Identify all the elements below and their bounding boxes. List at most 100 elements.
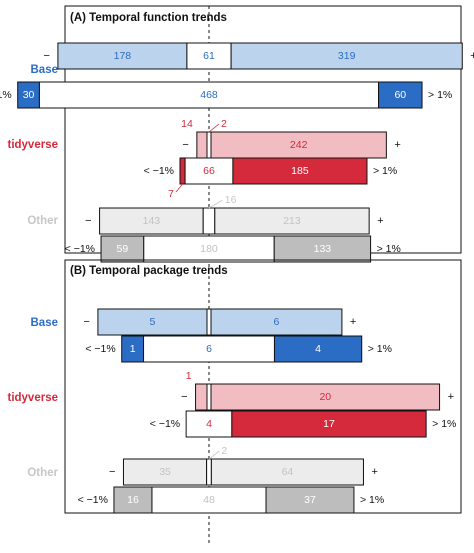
value-middle: 4 (206, 418, 212, 430)
sign-minus: − (181, 391, 187, 403)
bar-plus (210, 458, 364, 486)
sign-high: > 1% (368, 343, 392, 355)
bar-plus (210, 383, 441, 411)
bar-neutral (206, 308, 212, 336)
value-high: 37 (304, 494, 316, 506)
bar-minus (122, 458, 208, 486)
value-minus: 5 (150, 316, 156, 328)
value-neutral: 2 (221, 445, 227, 457)
bar-minus (97, 308, 208, 336)
bar-middle (184, 157, 234, 185)
bar-low (100, 235, 145, 263)
sign-high: > 1% (360, 494, 384, 506)
bar-high (273, 235, 372, 263)
value-low: 59 (117, 243, 129, 255)
bar-neutral (202, 207, 216, 235)
value-low: 16 (127, 494, 139, 506)
value-low: 1 (130, 343, 136, 355)
bar-high (265, 486, 355, 514)
sign-plus: + (371, 466, 377, 478)
sign-high: > 1% (377, 243, 401, 255)
sign-plus: + (394, 139, 400, 151)
bar-plus (230, 42, 463, 70)
sign-low: < −1% (65, 243, 95, 255)
value-middle: 66 (203, 165, 215, 177)
value-plus: 64 (282, 466, 294, 478)
sign-plus: + (377, 215, 383, 227)
sign-high: > 1% (432, 418, 456, 430)
value-plus: 319 (338, 50, 356, 62)
sign-low: < −1% (150, 418, 180, 430)
panel-title: (A) Temporal function trends (70, 12, 227, 24)
value-plus: 213 (283, 215, 301, 227)
value-plus: 242 (290, 139, 308, 151)
value-minus: 1 (186, 370, 192, 382)
bar-minus (57, 42, 188, 70)
bar-minus (99, 207, 204, 235)
value-plus: 20 (319, 391, 331, 403)
leader-line (208, 199, 223, 209)
panel-title: (B) Temporal package trends (70, 265, 228, 277)
sign-minus: − (83, 316, 89, 328)
value-neutral: 61 (203, 50, 215, 62)
value-low: 7 (168, 188, 174, 200)
sign-low: < −1% (78, 494, 108, 506)
bar-plus (210, 308, 343, 336)
bar-middle (185, 410, 233, 438)
sign-plus: + (350, 316, 356, 328)
value-middle: 48 (203, 494, 215, 506)
value-minus: 35 (159, 466, 171, 478)
leader-line (208, 123, 220, 133)
bar-minus (195, 383, 208, 411)
value-minus: 14 (181, 118, 193, 130)
bar-high (231, 410, 427, 438)
bar-middle (38, 81, 380, 109)
bar-neutral (206, 383, 212, 411)
leader-line (208, 450, 220, 460)
bar-neutral (206, 458, 212, 486)
sign-plus: + (448, 391, 454, 403)
sign-low: < −1% (85, 343, 115, 355)
sign-low: < −1% (144, 165, 174, 177)
sign-minus: − (109, 466, 115, 478)
bar-middle (143, 335, 275, 363)
bar-low (113, 486, 153, 514)
value-low: 30 (23, 89, 35, 101)
sign-minus: − (85, 215, 91, 227)
bar-middle (143, 235, 275, 263)
group-label-base: Base (31, 64, 59, 76)
group-label-tidyverse: tidyverse (7, 392, 58, 404)
bar-plus (214, 207, 370, 235)
sign-high: > 1% (373, 165, 397, 177)
bar-neutral (206, 131, 212, 159)
value-high: 133 (314, 243, 332, 255)
value-middle: 180 (200, 243, 218, 255)
value-minus: 178 (114, 50, 132, 62)
bar-low (179, 157, 186, 185)
value-middle: 6 (206, 343, 212, 355)
bar-neutral (186, 42, 232, 70)
group-label-base: Base (31, 317, 59, 329)
sign-low: < −1% (0, 89, 12, 101)
group-label-other: Other (27, 215, 58, 227)
value-neutral: 2 (221, 118, 227, 130)
value-minus: 143 (143, 215, 161, 227)
value-plus: 6 (274, 316, 280, 328)
group-label-tidyverse: tidyverse (7, 139, 58, 151)
value-high: 17 (323, 418, 335, 430)
value-high: 4 (315, 343, 321, 355)
value-middle: 468 (200, 89, 218, 101)
sign-minus: − (182, 139, 188, 151)
sign-minus: − (43, 50, 49, 62)
sign-plus: + (470, 50, 474, 62)
bar-high (273, 335, 363, 363)
bar-high (232, 157, 368, 185)
group-label-other: Other (27, 467, 58, 479)
value-neutral: 16 (225, 194, 237, 206)
bar-minus (196, 131, 208, 159)
sign-high: > 1% (428, 89, 452, 101)
value-high: 185 (291, 165, 309, 177)
leader-line (175, 183, 183, 193)
value-high: 60 (394, 89, 406, 101)
